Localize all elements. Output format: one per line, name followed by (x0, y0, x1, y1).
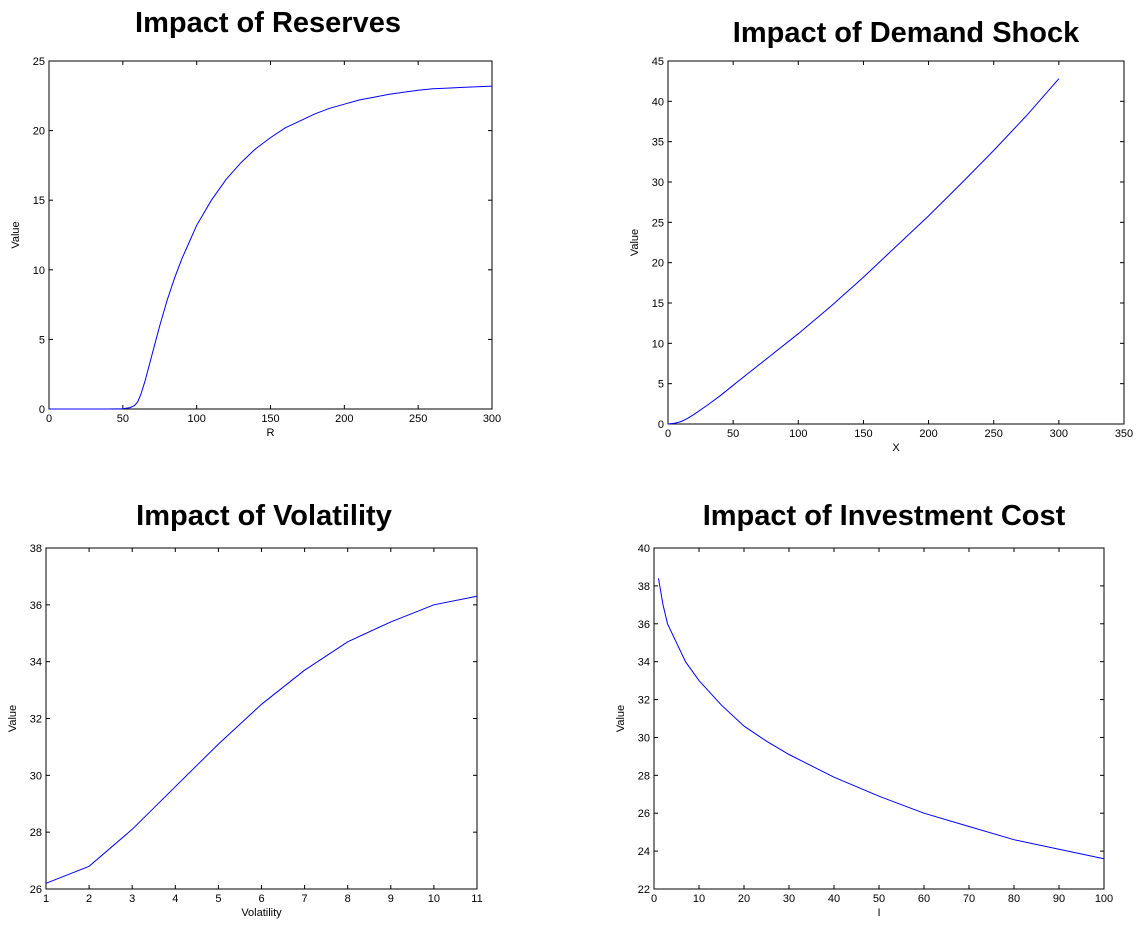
y-tick-label: 5 (658, 379, 664, 391)
y-tick-label: 45 (652, 56, 664, 68)
y-tick-label: 26 (638, 808, 650, 820)
chart-title: Impact of Investment Cost (703, 500, 1066, 532)
y-tick-label: 5 (39, 334, 45, 346)
chart-title: Impact of Volatility (136, 500, 392, 532)
series-line (49, 85, 493, 410)
plot-frame (667, 60, 1125, 425)
y-axis-label: Value (629, 229, 641, 256)
x-tick-label: 2 (86, 893, 92, 905)
y-tick-label: 10 (652, 338, 664, 350)
y-tick-label: 40 (638, 543, 650, 555)
x-tick-label: 5 (215, 893, 221, 905)
x-tick-label: 150 (261, 413, 279, 425)
x-tick-label: 7 (302, 893, 308, 905)
x-tick-label: 9 (388, 893, 394, 905)
x-tick-label: 11 (471, 893, 482, 905)
x-tick-label: 200 (919, 428, 937, 440)
y-tick-label: 20 (33, 126, 45, 138)
series-line (667, 78, 1060, 425)
x-tick-label: 50 (727, 428, 739, 440)
y-tick-label: 24 (638, 846, 650, 858)
y-tick-label: 28 (30, 827, 42, 839)
x-tick-label: 30 (783, 893, 795, 905)
chart-panel-4: Impact of Investment Cost 0 10 20 30 40 50 60 70… (615, 500, 1113, 919)
x-tick-label: 200 (335, 413, 353, 425)
x-axis-label: R (267, 427, 275, 439)
x-tick-label: 100 (187, 413, 205, 425)
plot-frame (45, 547, 478, 890)
x-tick-label: 0 (665, 428, 671, 440)
x-tick-label: 80 (1008, 893, 1020, 905)
y-tick-label: 22 (638, 884, 650, 896)
chart-title: Impact of Reserves (135, 7, 401, 39)
series-line (658, 578, 1105, 860)
y-tick-label: 28 (638, 770, 650, 782)
x-tick-label: 250 (985, 428, 1003, 440)
x-tick-label: 300 (1050, 428, 1068, 440)
x-tick-label: 0 (651, 893, 657, 905)
x-tick-label: 100 (1095, 893, 1113, 905)
chart-panel-1: Impact of Reserves 0 50 100 150 200 250 300 0 5 10… (10, 7, 501, 439)
x-tick-label: 10 (428, 893, 440, 905)
x-tick-label: 100 (789, 428, 807, 440)
x-tick-label: 0 (46, 413, 52, 425)
x-tick-label: 60 (918, 893, 930, 905)
y-axis-label: Value (7, 705, 19, 732)
y-tick-label: 38 (638, 581, 650, 593)
y-tick-label: 35 (652, 137, 664, 149)
x-tick-label: 70 (963, 893, 975, 905)
y-tick-label: 40 (652, 96, 664, 108)
y-tick-label: 0 (658, 419, 664, 431)
x-axis-label: Volatility (241, 907, 282, 919)
x-tick-label: 90 (1053, 893, 1065, 905)
x-tick-label: 350 (1115, 428, 1133, 440)
y-tick-label: 20 (652, 258, 664, 270)
x-axis-label: I (877, 907, 880, 919)
y-tick-label: 25 (652, 217, 664, 229)
plot-frame (653, 547, 1105, 890)
y-tick-label: 30 (30, 770, 42, 782)
y-tick-label: 30 (652, 177, 664, 189)
chart-title: Impact of Demand Shock (733, 17, 1080, 49)
y-tick-label: 32 (30, 714, 42, 726)
y-tick-label: 10 (33, 265, 45, 277)
x-tick-label: 40 (828, 893, 840, 905)
x-tick-label: 6 (258, 893, 264, 905)
plot-frame (48, 60, 493, 410)
x-tick-label: 4 (172, 893, 178, 905)
x-tick-label: 3 (129, 893, 135, 905)
x-tick-label: 50 (117, 413, 129, 425)
x-tick-label: 50 (873, 893, 885, 905)
x-axis-label: X (892, 442, 900, 454)
y-tick-label: 34 (638, 657, 650, 669)
y-tick-label: 32 (638, 695, 650, 707)
y-axis-label: Value (615, 705, 627, 732)
x-tick-label: 1 (43, 893, 49, 905)
y-tick-label: 15 (33, 195, 45, 207)
y-tick-label: 38 (30, 543, 42, 555)
x-tick-label: 8 (345, 893, 351, 905)
y-tick-label: 15 (652, 298, 664, 310)
y-tick-label: 26 (30, 884, 42, 896)
x-tick-label: 10 (693, 893, 705, 905)
x-tick-label: 150 (854, 428, 872, 440)
x-tick-label: 20 (738, 893, 750, 905)
y-tick-label: 30 (638, 732, 650, 744)
x-tick-label: 300 (483, 413, 501, 425)
y-tick-label: 36 (638, 619, 650, 631)
y-axis-label: Value (10, 221, 22, 248)
y-tick-label: 25 (33, 56, 45, 68)
series-line (45, 595, 478, 884)
y-tick-label: 34 (30, 657, 42, 669)
y-tick-label: 36 (30, 600, 42, 612)
y-tick-label: 0 (39, 404, 45, 416)
x-tick-label: 250 (409, 413, 427, 425)
